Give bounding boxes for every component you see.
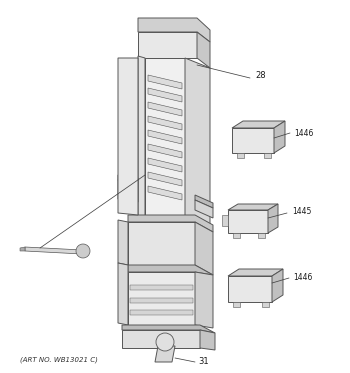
Polygon shape [268, 204, 278, 233]
Polygon shape [148, 102, 182, 116]
Polygon shape [195, 195, 213, 208]
Polygon shape [264, 153, 271, 158]
Polygon shape [138, 32, 197, 58]
Polygon shape [148, 158, 182, 172]
Polygon shape [118, 58, 138, 215]
Circle shape [156, 333, 174, 351]
Polygon shape [128, 215, 213, 232]
Polygon shape [233, 302, 240, 307]
Polygon shape [138, 18, 210, 42]
Polygon shape [233, 233, 240, 238]
Polygon shape [228, 204, 278, 210]
Polygon shape [130, 285, 193, 290]
Polygon shape [195, 200, 213, 218]
Polygon shape [262, 302, 269, 307]
Polygon shape [200, 330, 215, 350]
Polygon shape [128, 265, 213, 275]
Polygon shape [228, 276, 272, 302]
Text: 1446: 1446 [294, 129, 313, 138]
Polygon shape [148, 88, 182, 102]
Polygon shape [232, 121, 285, 128]
Polygon shape [118, 220, 128, 265]
Polygon shape [195, 272, 213, 328]
Polygon shape [130, 310, 193, 315]
Polygon shape [228, 269, 283, 276]
Polygon shape [232, 128, 274, 153]
Polygon shape [228, 210, 268, 233]
Text: 28: 28 [255, 72, 266, 81]
Polygon shape [20, 247, 25, 251]
Polygon shape [148, 75, 182, 89]
Polygon shape [237, 153, 244, 158]
Text: 1445: 1445 [292, 207, 312, 216]
Polygon shape [148, 144, 182, 158]
Polygon shape [118, 263, 128, 325]
Polygon shape [145, 58, 185, 230]
Polygon shape [272, 269, 283, 302]
Polygon shape [122, 325, 215, 333]
Polygon shape [148, 172, 182, 186]
Polygon shape [25, 247, 82, 254]
Polygon shape [130, 298, 193, 303]
Text: 31: 31 [198, 357, 209, 366]
Polygon shape [222, 215, 228, 226]
Polygon shape [258, 233, 265, 238]
Polygon shape [122, 330, 200, 348]
Polygon shape [128, 222, 195, 265]
Text: 1446: 1446 [293, 273, 312, 282]
Polygon shape [138, 56, 145, 228]
Polygon shape [118, 180, 138, 202]
Polygon shape [185, 58, 210, 240]
Circle shape [76, 244, 90, 258]
Polygon shape [148, 116, 182, 130]
Polygon shape [148, 186, 182, 200]
Polygon shape [197, 32, 210, 68]
Polygon shape [274, 121, 285, 153]
Polygon shape [128, 272, 195, 325]
Text: (ART NO. WB13021 C): (ART NO. WB13021 C) [20, 357, 98, 363]
Polygon shape [155, 346, 175, 362]
Polygon shape [148, 130, 182, 144]
Polygon shape [195, 222, 213, 275]
Polygon shape [118, 175, 138, 183]
